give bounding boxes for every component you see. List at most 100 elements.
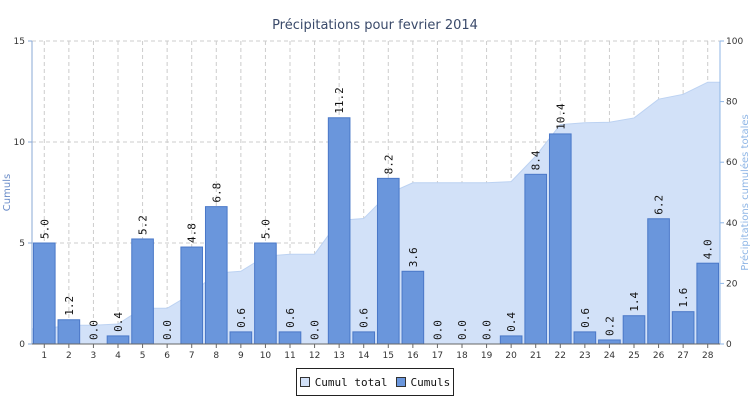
data-label: 5.0 — [38, 219, 51, 239]
y2-tick-label: 80 — [726, 98, 738, 108]
data-label: 0.0 — [309, 320, 322, 340]
x-tick-label: 3 — [91, 351, 97, 361]
bar — [696, 262, 720, 345]
bar — [204, 206, 228, 345]
data-label: 0.4 — [505, 312, 518, 332]
bar — [254, 242, 277, 345]
x-tick-label: 23 — [579, 351, 590, 361]
data-label: 0.2 — [603, 316, 616, 336]
data-label: 4.0 — [702, 239, 715, 259]
bar — [278, 331, 302, 345]
y-tick-label: 0 — [19, 340, 25, 350]
data-label: 5.0 — [259, 219, 272, 239]
bar — [57, 319, 81, 345]
y2-tick-label: 100 — [726, 37, 743, 47]
x-tick-label: 1 — [41, 351, 47, 361]
bar — [32, 242, 56, 345]
bar — [573, 331, 597, 345]
bar — [671, 311, 695, 345]
legend-label: Cumul total — [314, 375, 388, 389]
data-label: 0.0 — [87, 320, 100, 340]
bar — [647, 218, 670, 345]
x-tick-label: 28 — [702, 351, 714, 361]
x-tick-label: 6 — [164, 351, 170, 361]
data-label: 10.4 — [554, 103, 567, 130]
y-axis-title: Cumuls — [2, 174, 13, 211]
x-tick-label: 15 — [383, 351, 394, 361]
legend-swatch-area-icon — [299, 377, 310, 387]
x-tick-label: 21 — [530, 351, 541, 361]
legend: Cumul total Cumuls — [296, 368, 454, 396]
x-tick-label: 10 — [260, 351, 272, 361]
data-label: 3.6 — [407, 247, 420, 267]
bar-series — [32, 117, 720, 345]
y-tick-label: 5 — [19, 239, 25, 249]
y2-tick-label: 60 — [726, 158, 738, 168]
data-label: 0.6 — [284, 308, 297, 328]
x-tick-label: 4 — [115, 351, 121, 361]
y-tick-label: 15 — [14, 37, 25, 47]
data-label: 4.8 — [186, 223, 199, 243]
bar — [548, 133, 572, 345]
x-tick-label: 11 — [284, 351, 295, 361]
data-label: 8.4 — [530, 150, 543, 170]
data-label: 0.6 — [235, 308, 248, 328]
bar — [376, 177, 400, 345]
data-label: 0.4 — [112, 312, 125, 332]
y-tick-label: 10 — [14, 138, 26, 148]
legend-item-cumuls: Cumuls — [395, 375, 451, 389]
data-label: 0.6 — [579, 308, 592, 328]
x-tick-label: 13 — [333, 351, 344, 361]
y2-tick-label: 40 — [726, 219, 738, 229]
x-tick-label: 17 — [432, 351, 443, 361]
data-label: 1.4 — [628, 291, 641, 311]
data-label: 11.2 — [333, 87, 346, 114]
x-tick-label: 12 — [309, 351, 320, 361]
data-label: 0.0 — [456, 320, 469, 340]
data-label: 5.2 — [137, 215, 150, 235]
x-tick-label: 2 — [66, 351, 72, 361]
x-tick-label: 27 — [677, 351, 688, 361]
x-tick-label: 22 — [555, 351, 566, 361]
x-tick-label: 19 — [481, 351, 493, 361]
y2-axis-title: Précipitations cumulées totales — [739, 114, 750, 271]
x-tick-label: 5 — [140, 351, 146, 361]
x-tick-label: 18 — [456, 351, 468, 361]
y2-tick-label: 20 — [726, 279, 738, 289]
chart-title: Précipitations pour fevrier 2014 — [272, 18, 478, 33]
legend-label: Cumuls — [410, 375, 451, 389]
bar — [524, 173, 548, 345]
x-tick-label: 16 — [407, 351, 419, 361]
x-tick-label: 14 — [358, 351, 370, 361]
data-label: 6.2 — [653, 195, 666, 215]
bar — [131, 238, 154, 345]
bar — [401, 270, 425, 345]
data-label: 8.2 — [382, 154, 395, 174]
legend-item-cumul-total: Cumul total — [299, 375, 388, 389]
bar — [180, 246, 204, 345]
bar — [106, 335, 130, 345]
data-label: 1.6 — [677, 288, 690, 308]
bar — [352, 331, 376, 345]
bar — [229, 331, 253, 345]
x-tick-label: 26 — [653, 351, 665, 361]
x-tick-label: 25 — [628, 351, 639, 361]
data-label: 1.2 — [63, 296, 76, 316]
bar — [499, 335, 523, 345]
x-tick-label: 24 — [604, 351, 616, 361]
x-tick-label: 7 — [189, 351, 195, 361]
x-tick-label: 8 — [213, 351, 219, 361]
bar — [622, 315, 646, 345]
data-label: 0.0 — [431, 320, 444, 340]
data-label: 0.6 — [358, 308, 371, 328]
x-tick-label: 9 — [238, 351, 244, 361]
data-label: 6.8 — [210, 183, 223, 203]
data-labels: 5.0 1.2 0.0 0.4 5.2 0.0 4.8 6.8 0.6 5.0 0.6 0.0 11.2… — [38, 87, 714, 340]
legend-swatch-bar-icon — [395, 377, 406, 387]
bar — [598, 339, 621, 345]
data-label: 0.0 — [481, 320, 494, 340]
x-tick-label: 20 — [505, 351, 517, 361]
data-label: 0.0 — [161, 320, 174, 340]
